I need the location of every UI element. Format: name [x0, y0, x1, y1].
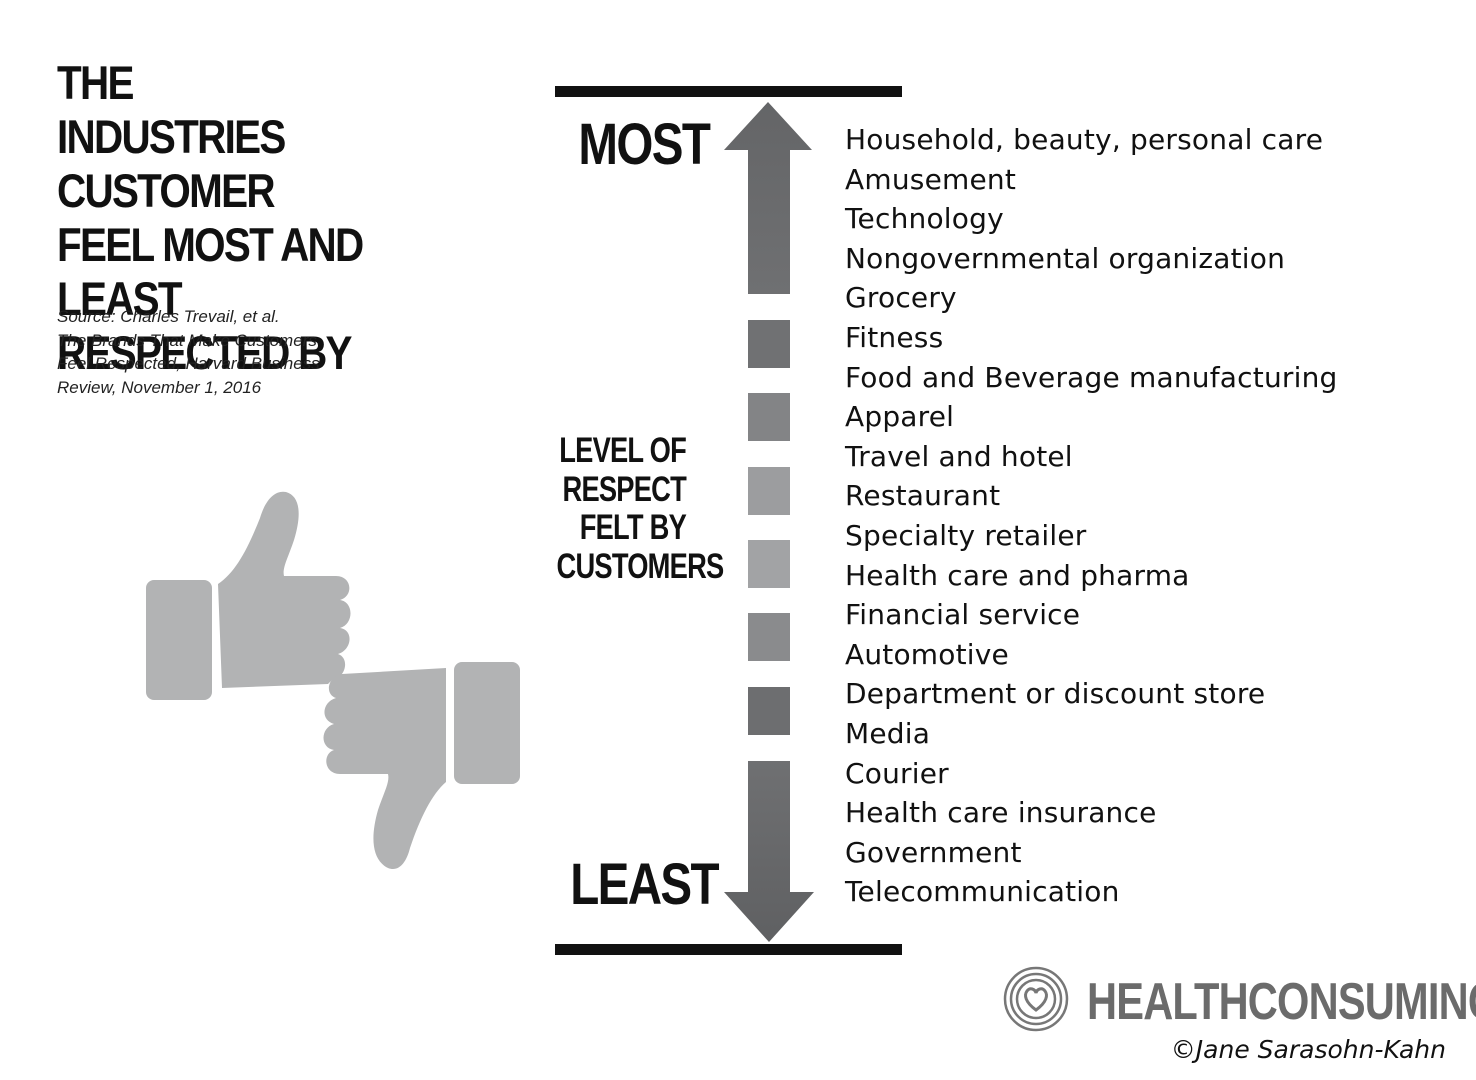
source-line: Review, November 1, 2016: [57, 377, 262, 397]
list-item: Health care and pharma: [845, 558, 1190, 592]
list-item: Government: [845, 835, 1022, 869]
list-item: Fitness: [845, 320, 944, 354]
scale-segment: [748, 540, 790, 588]
list-item: Department or discount store: [845, 677, 1266, 711]
list-item: Telecommunication: [845, 875, 1120, 909]
list-item: Food and Beverage manufacturing: [845, 360, 1338, 394]
industry-list: Household, beauty, personal care Amuseme…: [845, 120, 1338, 912]
heart-rings-icon: [1003, 966, 1069, 1032]
thumbs-down-icon: [323, 662, 520, 870]
scale-segment: [748, 687, 790, 735]
top-rule: [555, 86, 902, 97]
list-item: Grocery: [845, 281, 957, 315]
respect-level-label: LEVEL OF RESPECT FELT BY CUSTOMERS: [556, 431, 725, 586]
source-citation: Source: Charles Trevail, et al. The Bran…: [57, 305, 377, 399]
list-item: Travel and hotel: [845, 439, 1073, 473]
most-label: MOST: [578, 112, 710, 177]
scale-segment: [748, 613, 790, 661]
scale-segment: [748, 320, 790, 368]
bottom-rule: [555, 944, 902, 955]
brand-logo: HEALTHCONSUMING: [1003, 966, 1476, 1036]
copyright: ©Jane Sarasohn-Kahn: [1170, 1035, 1446, 1064]
source-line: The Brands That Make Customers: [57, 330, 317, 350]
brand-name: HEALTHCONSUMING: [1087, 973, 1476, 1031]
list-item: Restaurant: [845, 479, 1001, 513]
list-item: Technology: [845, 202, 1004, 236]
scale-segment: [748, 467, 790, 515]
page-title: THE INDUSTRIES CUSTOMER FEEL MOST AND LE…: [57, 56, 364, 379]
thumbs-illustration: [146, 491, 520, 870]
source-line: Source: Charles Trevail, et al.: [57, 307, 280, 326]
list-item: Health care insurance: [845, 796, 1157, 830]
thumbs-up-icon: [146, 491, 351, 700]
arrow-up-icon: [724, 102, 812, 294]
list-item: Household, beauty, personal care: [845, 123, 1324, 156]
list-item: Media: [845, 716, 931, 750]
list-item: Amusement: [845, 162, 1017, 196]
arrow-down-icon: [724, 761, 814, 942]
respect-scale: [724, 102, 814, 942]
list-item: Nongovernmental organization: [845, 241, 1286, 275]
least-label: LEAST: [570, 852, 719, 917]
list-item: Specialty retailer: [845, 518, 1087, 552]
list-item: Automotive: [845, 637, 1009, 671]
list-item: Apparel: [845, 400, 955, 434]
list-item: Courier: [845, 756, 949, 790]
scale-segment: [748, 393, 790, 441]
list-item: Financial service: [845, 598, 1081, 632]
source-line: Feel Respected, Harvard Business: [57, 354, 320, 373]
